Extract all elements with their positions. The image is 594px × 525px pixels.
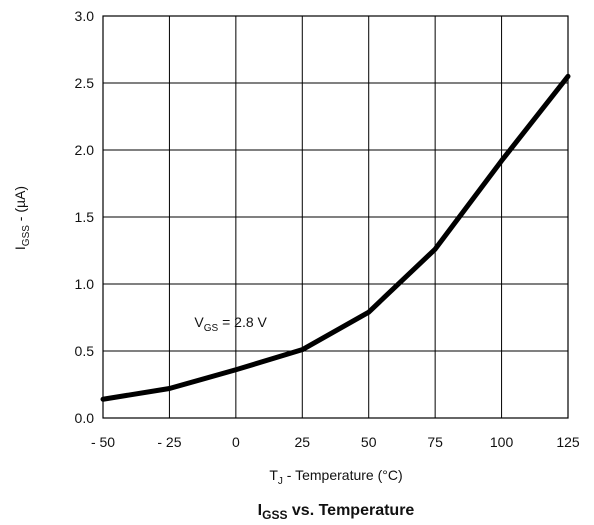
title-sub: GSS <box>262 508 287 522</box>
y-tick-label: 2.5 <box>75 75 95 91</box>
y-tick-label: 3.0 <box>75 8 95 24</box>
x-tick-labels: - 50 - 25 0 25 50 75 100 125 <box>91 434 580 450</box>
y-axis-label: IGSS - (µA) <box>12 186 32 250</box>
y-tick-labels: 0.0 0.5 1.0 1.5 2.0 2.5 3.0 <box>75 8 95 426</box>
ylabel-sub: GSS <box>21 225 32 246</box>
grid <box>103 16 568 418</box>
x-axis-label: TJ - Temperature (°C) <box>269 467 402 487</box>
y-tick-label: 2.0 <box>75 142 95 158</box>
x-tick-label: 100 <box>490 434 514 450</box>
y-tick-label: 1.5 <box>75 209 95 225</box>
vgs-annotation: VGS = 2.8 V <box>194 314 267 334</box>
x-tick-label: - 25 <box>157 434 181 450</box>
y-tick-label: 0.0 <box>75 410 95 426</box>
x-tick-label: 75 <box>427 434 443 450</box>
annotation-sub: GS <box>204 323 219 334</box>
y-tick-label: 1.0 <box>75 276 95 292</box>
annotation-rest: = 2.8 V <box>218 314 267 330</box>
x-tick-label: 50 <box>361 434 377 450</box>
ylabel-rest: - (µA) <box>12 186 28 225</box>
chart-title: IGSS vs. Temperature <box>258 502 415 522</box>
xlabel-rest: - Temperature (°C) <box>283 467 403 483</box>
x-tick-label: 125 <box>556 434 580 450</box>
x-tick-label: 0 <box>232 434 240 450</box>
x-tick-label: 25 <box>294 434 310 450</box>
title-rest: vs. Temperature <box>287 502 414 519</box>
x-tick-label: - 50 <box>91 434 115 450</box>
y-tick-label: 0.5 <box>75 343 95 359</box>
